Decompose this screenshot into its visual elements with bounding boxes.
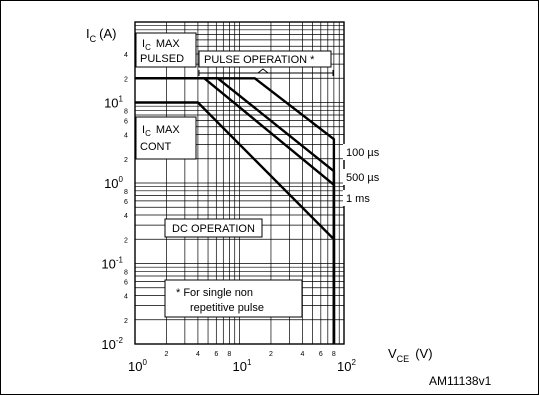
y-minor-label: 4 (124, 133, 128, 140)
pulse-operation-label: PULSE OPERATION * (204, 54, 315, 66)
pulse-operation-box (198, 50, 332, 68)
series-label-1ms: 1 ms (346, 193, 370, 205)
y-decade-label: 100 (104, 175, 123, 191)
figure-code: AM11138v1 (429, 374, 492, 388)
ic-max-cont-box (135, 116, 197, 160)
y-minor-label: 6 (124, 279, 128, 286)
ic-max-cont-label: IC MAX (142, 124, 180, 138)
y-minor-label: 4 (124, 294, 128, 301)
label-bg-500us (343, 169, 389, 185)
dc-operation-label: DC OPERATION (172, 223, 255, 235)
y-minor-label: 6 (124, 118, 128, 125)
y-decade-label: 10-2 (101, 336, 123, 352)
ic-max-pulsed-box (135, 32, 197, 68)
ic-max-cont-line2: CONT (140, 141, 171, 153)
y-decade-label: 10-1 (101, 256, 123, 272)
dc-operation-box (164, 218, 263, 238)
ic-max-pulsed-line2: PULSED (140, 53, 184, 65)
x-minor-label: 4 (196, 351, 200, 358)
y-minor-label: 8 (124, 108, 128, 115)
chart-curves (135, 77, 336, 344)
y-minor-label: 2 (124, 76, 128, 83)
series-label-100us: 100 µs (346, 147, 380, 159)
y-minor-label: 2 (124, 318, 128, 325)
y-decade-label: 101 (104, 95, 123, 111)
footnote-box (164, 279, 303, 318)
footnote-line1: * For single non (176, 287, 253, 299)
y-minor-label: 4 (124, 213, 128, 220)
series-label-500us: 500 µs (346, 172, 380, 184)
y-minor-label: 2 (124, 157, 128, 164)
y-minor-label: 2 (124, 237, 128, 244)
tick-labels: 10-2 10-1 100 101 2 4 6 8 2 4 6 8 2 4 6 8 2 4 100 101 102 2 4 6… (101, 52, 356, 374)
y-minor-label: 8 (124, 269, 128, 276)
x-decade-label: 100 (128, 358, 147, 374)
curve-dc-operation (135, 101, 336, 344)
label-bg-1ms (343, 190, 383, 206)
x-minor-label: 2 (269, 351, 273, 358)
x-minor-label: 2 (165, 351, 169, 358)
x-minor-label: 8 (332, 351, 336, 358)
x-minor-label: 6 (214, 351, 218, 358)
label-bg-100us (343, 144, 389, 160)
y-minor-label: 6 (124, 199, 128, 206)
x-decade-label: 102 (337, 358, 356, 374)
x-decade-label: 101 (233, 358, 252, 374)
y-minor-label: 8 (124, 189, 128, 196)
x-axis-label: VCE (V) (388, 346, 433, 364)
ic-max-pulsed-label: IC MAX (142, 38, 180, 52)
x-minor-label: 6 (319, 351, 323, 358)
x-minor-label: 4 (300, 351, 304, 358)
footnote-line2: repetitive pulse (190, 302, 264, 314)
y-axis-label: IC (A) (86, 26, 116, 44)
pulse-operation-bracket (198, 68, 334, 76)
y-minor-label: 4 (124, 52, 128, 59)
x-minor-label: 8 (227, 351, 231, 358)
